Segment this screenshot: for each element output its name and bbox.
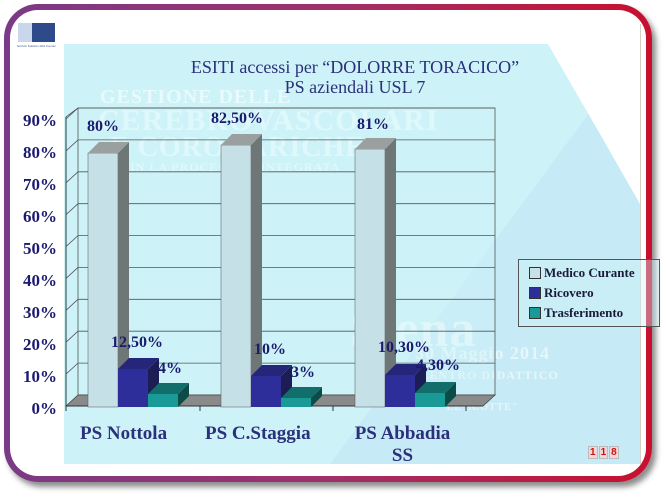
legend-swatch-icon — [529, 267, 541, 279]
y-tick-label: 30% — [23, 303, 57, 322]
usl-logo — [18, 23, 55, 42]
watermark-text: GESTIONE DELLE — [100, 86, 292, 108]
legend-label: Medico Curante — [544, 265, 635, 280]
data-label: 4% — [158, 360, 182, 377]
legend-swatch-icon — [529, 307, 541, 319]
y-tick-label: 80% — [23, 143, 57, 162]
118-badge: 1 1 8 — [588, 446, 619, 459]
bar-group-ps-abbadia-ss — [354, 138, 456, 408]
watermark-text: "LE SCOTTE" — [440, 402, 519, 413]
data-label: 80% — [87, 118, 119, 135]
legend-swatch-icon — [529, 287, 541, 299]
data-label: 4,30% — [416, 357, 460, 374]
frame-inner-line — [640, 24, 641, 464]
legend-label: Trasferimento — [544, 305, 624, 320]
watermark-text: 30 Maggio 2014 — [415, 343, 550, 363]
data-label: 10,30% — [378, 339, 430, 356]
data-label: 12,50% — [111, 334, 163, 351]
x-category-label: PS C.Staggia — [205, 423, 311, 444]
y-tick-label: 0% — [31, 399, 58, 418]
data-label: 82,50% — [211, 110, 263, 127]
x-category-label: PS Nottola — [80, 423, 168, 444]
y-tick-label: 70% — [23, 175, 57, 194]
y-tick-label: 60% — [23, 207, 57, 226]
x-category-label: PS Abbadia SS — [354, 423, 451, 466]
y-tick-label: 90% — [23, 111, 57, 130]
legend-item-medico-curante: Medico Curante — [529, 264, 635, 282]
bar-group-ps-nottola — [87, 142, 189, 408]
chart-subtitle: PS aziendali USL 7 — [284, 77, 426, 97]
watermark-text: CENTRO DIDATTICO — [420, 368, 559, 382]
watermark-text: CEREBROVASCOLARI — [98, 104, 439, 138]
data-label: 10% — [254, 341, 286, 358]
bar-group-ps-c-staggia — [220, 134, 322, 408]
legend-label: Ricovero — [544, 285, 594, 300]
y-tick-label: 50% — [23, 239, 57, 258]
chart-legend: Medico Curante Ricovero Trasferimento — [518, 259, 660, 327]
y-tick-label: 10% — [23, 367, 57, 386]
badge-digit: 1 — [588, 446, 598, 459]
badge-digit: 1 — [598, 446, 609, 459]
legend-item-trasferimento: Trasferimento — [529, 304, 623, 322]
data-label: 3% — [291, 364, 315, 381]
logo-caption: Servizio Sanitario della Toscana — [17, 44, 56, 48]
y-tick-label: 40% — [23, 271, 57, 290]
data-label: 81% — [357, 116, 389, 133]
chart-title: ESITI accessi per “DOLORRE TORACICO” PS … — [150, 57, 560, 97]
chart-title-line: ESITI accessi per “DOLORRE TORACICO” — [190, 57, 520, 77]
legend-item-ricovero: Ricovero — [529, 284, 594, 302]
y-tick-label: 20% — [23, 335, 57, 354]
x-ticks — [65, 406, 467, 411]
badge-digit: 8 — [609, 446, 619, 459]
